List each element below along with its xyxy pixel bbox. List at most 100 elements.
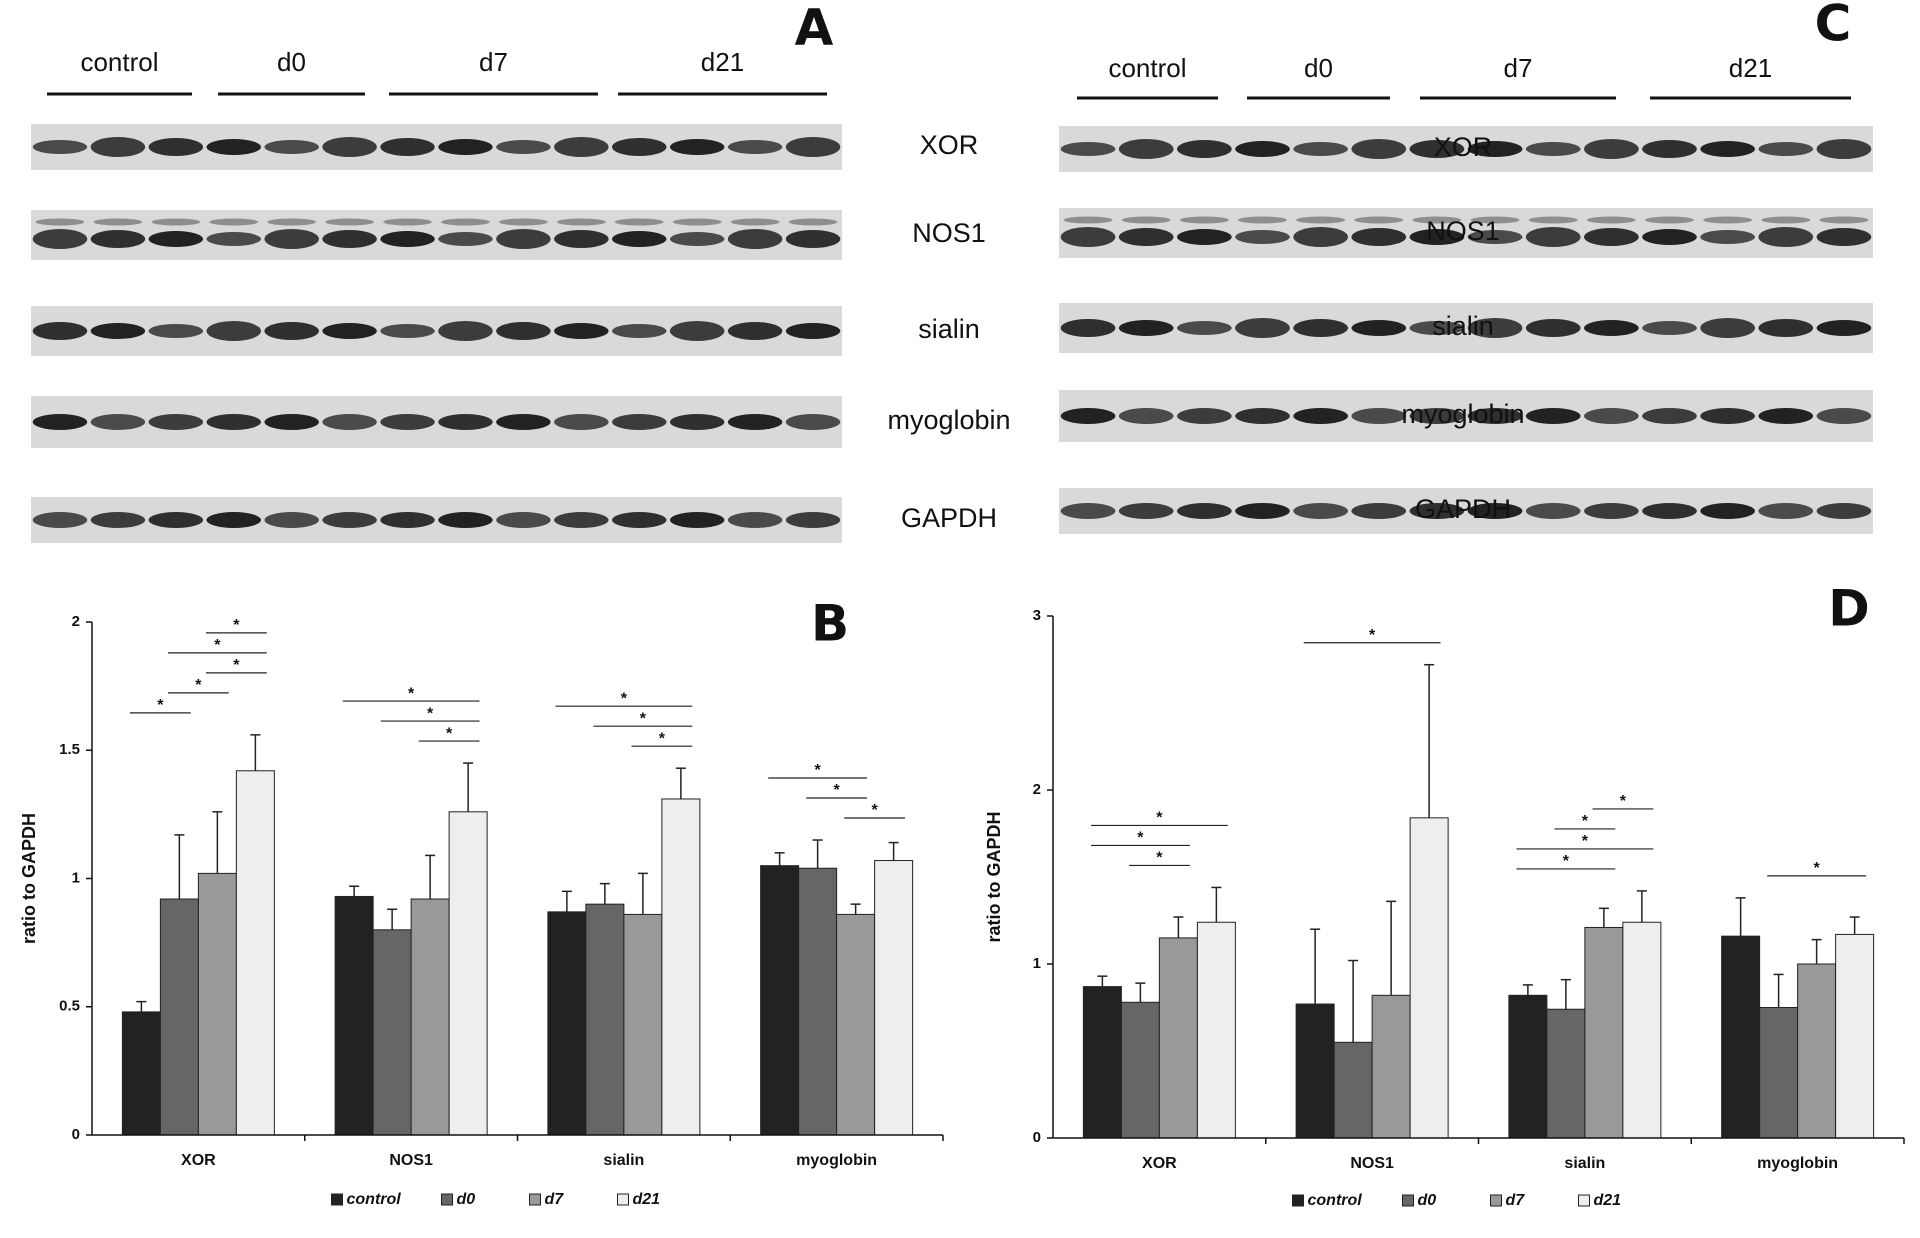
row-label: XOR bbox=[1434, 132, 1493, 162]
error-bar bbox=[675, 767, 686, 799]
significance-star: * bbox=[621, 690, 628, 707]
significance-star: * bbox=[214, 637, 221, 654]
band bbox=[438, 139, 493, 155]
x-tick-label: NOS1 bbox=[389, 1152, 433, 1169]
band bbox=[1351, 503, 1407, 519]
bar bbox=[1835, 933, 1875, 1139]
bar bbox=[623, 913, 663, 1136]
group-label: d7 bbox=[479, 47, 508, 77]
bar bbox=[585, 903, 625, 1136]
bar bbox=[1333, 1041, 1373, 1139]
band bbox=[438, 232, 493, 246]
band-faint bbox=[788, 218, 838, 226]
band bbox=[1409, 140, 1465, 158]
band bbox=[206, 414, 261, 430]
band bbox=[1118, 503, 1174, 519]
band-faint bbox=[151, 218, 201, 226]
band bbox=[554, 512, 609, 528]
band bbox=[1525, 142, 1581, 156]
y-tick-label: 1.5 bbox=[59, 741, 80, 758]
band bbox=[1118, 228, 1174, 246]
band bbox=[1758, 142, 1814, 156]
y-tick-label: 2 bbox=[1033, 781, 1041, 798]
band bbox=[380, 324, 435, 338]
legend-swatch bbox=[1490, 1194, 1502, 1207]
bar bbox=[1409, 817, 1449, 1139]
significance-star: * bbox=[1156, 810, 1163, 827]
band bbox=[380, 138, 435, 156]
band bbox=[727, 229, 783, 249]
band bbox=[1409, 503, 1465, 519]
blot-strip bbox=[1059, 488, 1873, 534]
row-label: GAPDH bbox=[901, 503, 997, 533]
error-bar bbox=[1173, 916, 1184, 938]
bar bbox=[836, 913, 876, 1136]
band bbox=[1118, 408, 1174, 424]
band bbox=[1409, 229, 1465, 245]
band bbox=[554, 414, 609, 430]
x-tick-label: myoglobin bbox=[796, 1152, 877, 1169]
bar bbox=[1797, 963, 1837, 1139]
row-label: NOS1 bbox=[1426, 216, 1500, 246]
row-label: GAPDH bbox=[1415, 494, 1511, 524]
error-bar bbox=[774, 852, 785, 866]
band bbox=[264, 512, 319, 528]
bar bbox=[197, 872, 237, 1136]
band bbox=[148, 138, 204, 156]
significance-star: * bbox=[1620, 793, 1627, 810]
band bbox=[1177, 140, 1232, 158]
band bbox=[206, 139, 261, 155]
band bbox=[1177, 408, 1232, 424]
bar bbox=[1295, 1003, 1335, 1139]
band bbox=[322, 323, 377, 339]
band bbox=[1525, 227, 1581, 247]
bar bbox=[798, 867, 838, 1136]
significance-star: * bbox=[1814, 860, 1821, 877]
band-faint bbox=[35, 218, 85, 226]
band bbox=[496, 229, 551, 249]
band-faint bbox=[730, 218, 780, 226]
band bbox=[32, 140, 88, 154]
y-tick-label: 1 bbox=[72, 869, 80, 886]
legend-label: control bbox=[347, 1191, 402, 1208]
band bbox=[496, 140, 551, 154]
band bbox=[1293, 227, 1348, 247]
bar bbox=[121, 1011, 161, 1136]
band bbox=[1758, 408, 1814, 424]
significance-star: * bbox=[815, 762, 822, 779]
band bbox=[1525, 503, 1581, 519]
error-bar bbox=[1522, 984, 1533, 996]
group-label: d21 bbox=[701, 47, 744, 77]
band bbox=[32, 229, 88, 249]
group-label: control bbox=[80, 47, 158, 77]
band-faint bbox=[267, 218, 317, 226]
band bbox=[1816, 228, 1872, 246]
bar bbox=[372, 929, 412, 1136]
significance-star: * bbox=[1582, 813, 1589, 830]
band bbox=[1642, 321, 1697, 335]
band bbox=[554, 230, 609, 248]
band bbox=[438, 321, 493, 341]
band bbox=[1642, 140, 1697, 158]
error-bar bbox=[850, 903, 861, 915]
band bbox=[1816, 408, 1872, 424]
significance-star: * bbox=[446, 725, 453, 742]
error-bar bbox=[1598, 907, 1609, 928]
panel-label: B bbox=[811, 595, 849, 653]
error-bar bbox=[599, 882, 610, 905]
error-bar bbox=[463, 762, 474, 812]
band bbox=[322, 137, 377, 157]
bar bbox=[661, 798, 701, 1136]
band bbox=[612, 324, 667, 338]
legend-label: control bbox=[1308, 1192, 1363, 1209]
row-label: XOR bbox=[920, 130, 979, 160]
band-faint bbox=[1121, 216, 1171, 224]
row-label: myoglobin bbox=[1401, 399, 1524, 429]
band bbox=[1758, 503, 1814, 519]
band bbox=[1584, 320, 1639, 336]
legend-label: d0 bbox=[1418, 1192, 1437, 1209]
significance-star: * bbox=[157, 697, 164, 714]
band-faint bbox=[1296, 216, 1346, 224]
band-faint bbox=[1063, 216, 1113, 224]
